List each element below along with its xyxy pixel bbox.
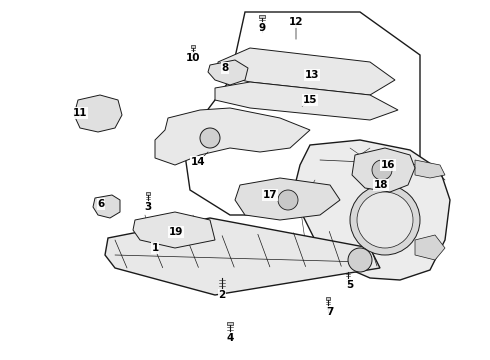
Polygon shape — [191, 45, 196, 48]
Polygon shape — [235, 178, 340, 220]
Text: 5: 5 — [346, 280, 354, 290]
Polygon shape — [74, 95, 122, 132]
Text: 1: 1 — [151, 243, 159, 253]
Polygon shape — [345, 269, 350, 272]
Polygon shape — [219, 274, 225, 278]
Text: 9: 9 — [258, 23, 266, 33]
Circle shape — [372, 160, 392, 180]
Polygon shape — [325, 297, 330, 300]
Polygon shape — [415, 160, 445, 178]
Polygon shape — [155, 108, 310, 165]
Polygon shape — [352, 148, 415, 192]
Circle shape — [200, 128, 220, 148]
Polygon shape — [215, 82, 398, 120]
Text: 4: 4 — [226, 333, 234, 343]
Polygon shape — [259, 14, 265, 18]
Text: 7: 7 — [326, 307, 334, 317]
Polygon shape — [93, 195, 120, 218]
Text: 18: 18 — [374, 180, 388, 190]
Circle shape — [348, 248, 372, 272]
Polygon shape — [227, 321, 233, 325]
Polygon shape — [295, 140, 450, 280]
Text: 13: 13 — [305, 70, 319, 80]
Polygon shape — [415, 235, 445, 260]
Text: 14: 14 — [191, 157, 205, 167]
Text: 10: 10 — [186, 53, 200, 63]
Text: 17: 17 — [263, 190, 277, 200]
Text: 2: 2 — [219, 290, 225, 300]
Text: 6: 6 — [98, 199, 105, 209]
Text: 16: 16 — [381, 160, 395, 170]
Text: 19: 19 — [169, 227, 183, 237]
Circle shape — [357, 192, 413, 248]
Polygon shape — [105, 218, 380, 295]
Text: 11: 11 — [73, 108, 87, 118]
Polygon shape — [133, 212, 215, 248]
Text: 15: 15 — [303, 95, 317, 105]
Text: 12: 12 — [289, 17, 303, 27]
Text: 8: 8 — [221, 63, 229, 73]
Polygon shape — [218, 48, 395, 95]
Text: 3: 3 — [145, 202, 151, 212]
Circle shape — [278, 190, 298, 210]
Circle shape — [350, 185, 420, 255]
Polygon shape — [208, 60, 248, 85]
Polygon shape — [146, 192, 150, 195]
